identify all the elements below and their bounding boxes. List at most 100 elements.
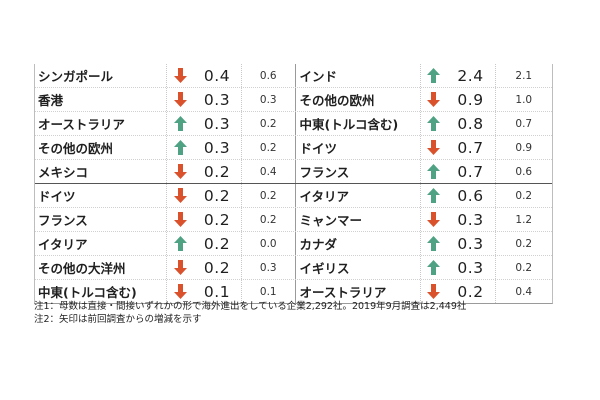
down-arrow-icon (166, 184, 193, 207)
previous-value: 0.2 (494, 256, 553, 279)
current-value: 0.2 (203, 258, 231, 277)
down-arrow-icon (166, 160, 193, 183)
current-value: 0.3 (457, 258, 484, 277)
previous-value: 0.4 (494, 280, 553, 303)
entry-left: イタリア 0.2 0.0 (35, 232, 296, 255)
country-name: 中東(トルコ含む) (299, 117, 399, 132)
previous-value: 0.6 (241, 64, 295, 87)
country-name: 中東(トルコ含む) (38, 285, 137, 300)
up-arrow-icon (419, 160, 447, 183)
entry-right: イギリス 0.3 0.2 (296, 256, 553, 279)
current-value: 0.2 (203, 162, 231, 181)
country-name: イタリア (299, 189, 350, 204)
down-arrow-icon (166, 256, 193, 279)
country-name: オーストラリア (38, 117, 125, 132)
current-value: 0.7 (457, 138, 484, 157)
table-row: イタリア 0.2 0.0 カナダ 0.3 0.2 (35, 232, 552, 256)
table-row: フランス 0.2 0.2 ミャンマー 0.3 1.2 (35, 208, 552, 232)
up-arrow-icon (166, 136, 193, 159)
table-row: 中東(トルコ含む) 0.1 0.1 オーストラリア 0.2 0.4 (35, 280, 552, 303)
table-row: その他の欧州 0.3 0.2 ドイツ 0.7 0.9 (35, 136, 552, 160)
up-arrow-icon (419, 232, 447, 255)
previous-value: 0.2 (241, 184, 295, 207)
entry-left: メキシコ 0.2 0.4 (35, 160, 296, 183)
previous-value: 0.0 (241, 232, 295, 255)
previous-value: 0.2 (241, 208, 295, 231)
down-arrow-icon (419, 208, 447, 231)
previous-value: 1.2 (494, 208, 553, 231)
footnote-1: 注1：母数は直接・間接いずれかの形で海外進出をしている企業2,292社。2019… (34, 301, 467, 312)
footnote-2: 注2：矢印は前回調査からの増減を示す (34, 314, 202, 325)
country-name: カナダ (299, 237, 338, 252)
current-value: 0.9 (457, 90, 484, 109)
entry-right: インド 2.4 2.1 (296, 64, 553, 87)
current-value: 0.2 (203, 186, 231, 205)
current-value: 0.2 (203, 234, 231, 253)
entry-right: カナダ 0.3 0.2 (296, 232, 553, 255)
country-name: その他の欧州 (38, 141, 114, 156)
current-value: 0.2 (203, 210, 231, 229)
entry-left: ドイツ 0.2 0.2 (35, 184, 296, 207)
entry-right: ドイツ 0.7 0.9 (296, 136, 553, 159)
country-name: その他の欧州 (299, 93, 375, 108)
current-value: 0.3 (457, 234, 484, 253)
country-name: シンガポール (38, 69, 114, 84)
previous-value: 2.1 (494, 64, 553, 87)
current-value: 0.2 (457, 282, 484, 301)
entry-right: その他の欧州 0.9 1.0 (296, 88, 553, 111)
country-name: ドイツ (38, 189, 76, 204)
down-arrow-icon (419, 136, 447, 159)
up-arrow-icon (419, 184, 447, 207)
previous-value: 0.2 (494, 232, 553, 255)
down-arrow-icon (419, 88, 447, 111)
table-row: 香港 0.3 0.3 その他の欧州 0.9 1.0 (35, 88, 552, 112)
table-row: オーストラリア 0.3 0.2 中東(トルコ含む) 0.8 0.7 (35, 112, 552, 136)
up-arrow-icon (166, 232, 193, 255)
current-value: 0.6 (457, 186, 484, 205)
previous-value: 1.0 (494, 88, 553, 111)
previous-value: 0.7 (494, 112, 553, 135)
current-value: 2.4 (457, 66, 484, 85)
current-value: 0.3 (203, 138, 231, 157)
country-name: イギリス (299, 261, 350, 276)
entry-left: その他の大洋州 0.2 0.3 (35, 256, 296, 279)
current-value: 0.1 (203, 282, 231, 301)
country-name: インド (299, 69, 338, 84)
entry-right: ミャンマー 0.3 1.2 (296, 208, 553, 231)
previous-value: 0.2 (241, 112, 295, 135)
down-arrow-icon (166, 280, 193, 303)
country-name: ミャンマー (299, 213, 363, 228)
previous-value: 0.3 (241, 88, 295, 111)
previous-value: 0.9 (494, 136, 553, 159)
table-group-top: シンガポール 0.4 0.6 インド 2.4 2.1 香港 0.3 0.3 その他の欧州 0.9 1.… (35, 64, 552, 183)
footnotes: 注1：母数は直接・間接いずれかの形で海外進出をしている企業2,292社。2019… (34, 300, 564, 326)
country-name: ドイツ (299, 141, 338, 156)
country-name: イタリア (38, 237, 88, 252)
current-value: 0.3 (203, 90, 231, 109)
entry-right: 中東(トルコ含む) 0.8 0.7 (296, 112, 553, 135)
country-name: フランス (38, 213, 88, 228)
down-arrow-icon (166, 208, 193, 231)
entry-left: シンガポール 0.4 0.6 (35, 64, 296, 87)
entry-right: フランス 0.7 0.6 (296, 160, 553, 183)
country-name: 香港 (38, 93, 64, 108)
down-arrow-icon (419, 280, 447, 303)
down-arrow-icon (166, 88, 193, 111)
country-name: フランス (299, 165, 350, 180)
entry-left: 中東(トルコ含む) 0.1 0.1 (35, 280, 296, 303)
table-row: メキシコ 0.2 0.4 フランス 0.7 0.6 (35, 160, 552, 183)
entry-right: イタリア 0.6 0.2 (296, 184, 553, 207)
table-row: その他の大洋州 0.2 0.3 イギリス 0.3 0.2 (35, 256, 552, 280)
previous-value: 0.6 (494, 160, 553, 183)
entry-right: オーストラリア 0.2 0.4 (296, 280, 553, 303)
table-group-bottom: ドイツ 0.2 0.2 イタリア 0.6 0.2 フランス 0.2 0.2 ミャンマー 0.3 1.2… (35, 183, 552, 303)
table-row: シンガポール 0.4 0.6 インド 2.4 2.1 (35, 64, 552, 88)
previous-value: 0.2 (494, 184, 553, 207)
current-value: 0.4 (203, 66, 231, 85)
current-value: 0.3 (203, 114, 231, 133)
up-arrow-icon (166, 112, 193, 135)
up-arrow-icon (419, 112, 447, 135)
current-value: 0.3 (457, 210, 484, 229)
country-name: その他の大洋州 (38, 261, 126, 276)
previous-value: 0.4 (241, 160, 295, 183)
